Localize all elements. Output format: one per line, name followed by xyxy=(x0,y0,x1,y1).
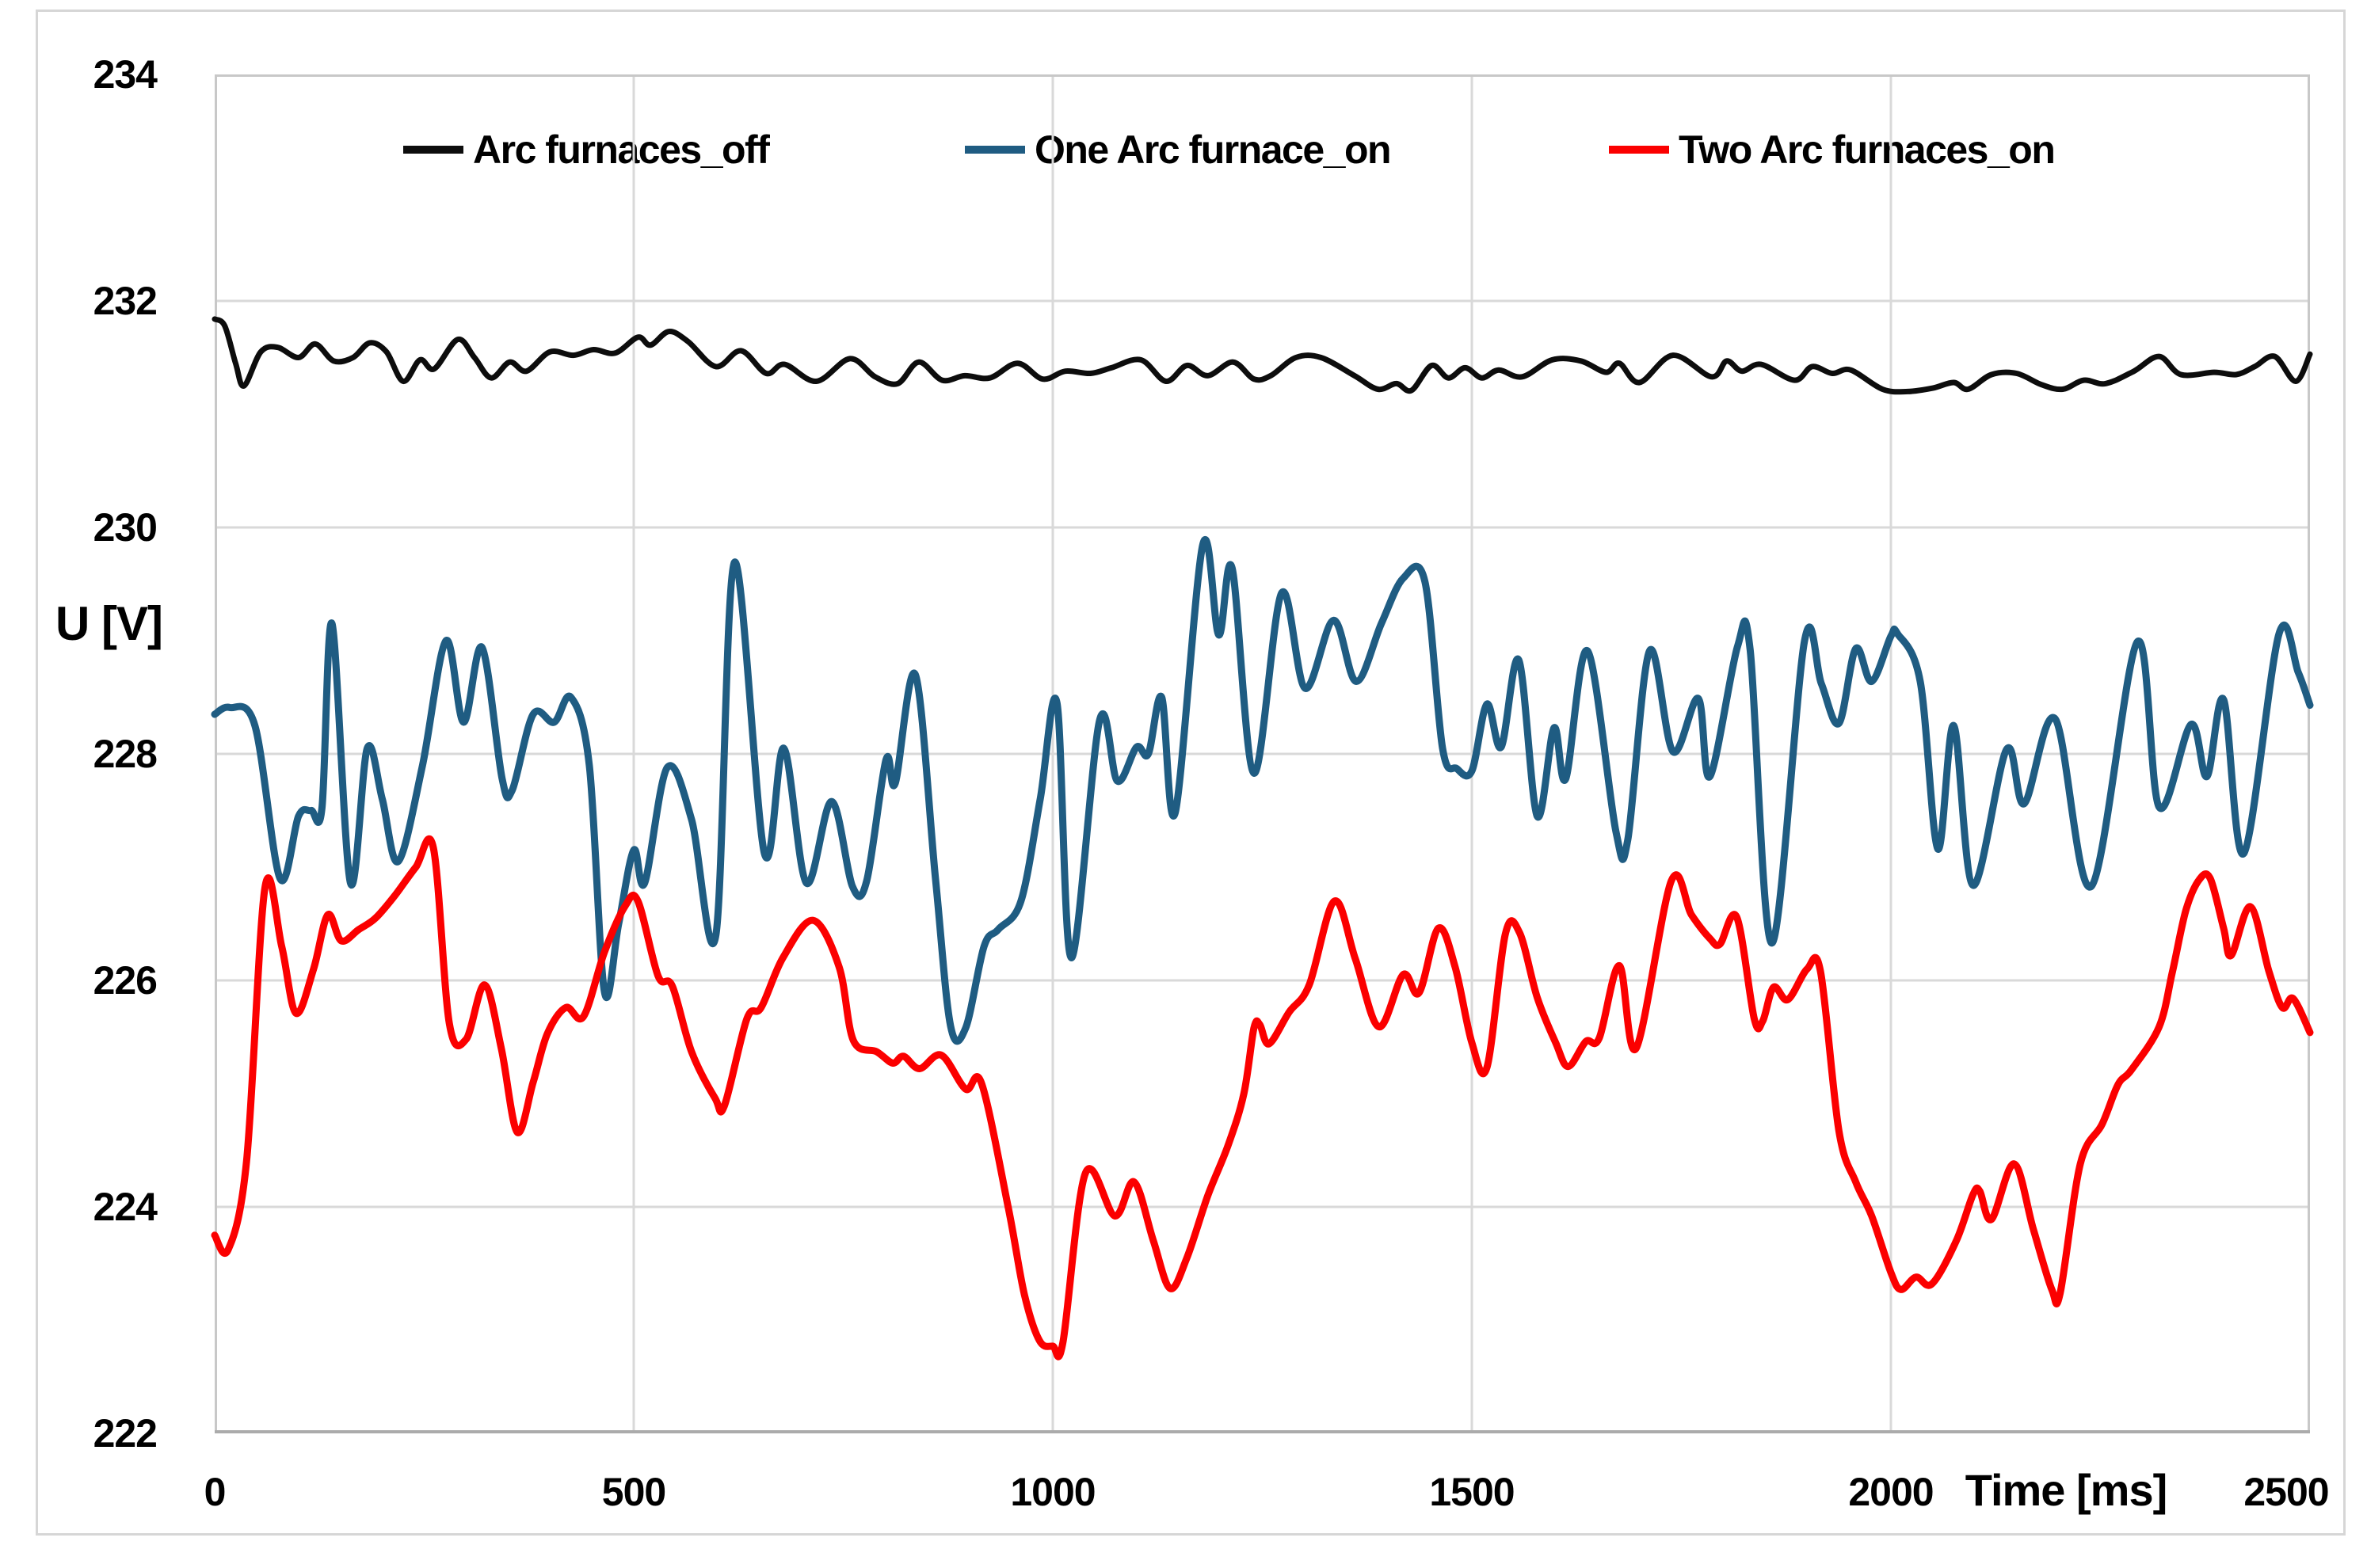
legend-item: Arc furnaces_off xyxy=(403,124,770,175)
y-tick-label: 232 xyxy=(93,279,158,323)
legend-line-sample xyxy=(1609,146,1669,154)
y-tick-label: 234 xyxy=(93,52,158,97)
legend-line-sample xyxy=(403,146,463,154)
plot-area xyxy=(211,74,2314,1433)
legend-item: One Arc furnace_on xyxy=(965,124,1392,175)
legend-label: Arc furnaces_off xyxy=(473,127,770,172)
chart-frame: U [V] Time [ms] 234 232 230 228 226 224 222 0 5… xyxy=(36,10,2346,1536)
series-line-arc-furnaces-off xyxy=(212,316,2313,395)
y-tick-label: 230 xyxy=(93,505,158,550)
y-tick-label: 222 xyxy=(93,1411,158,1456)
x-tick-label: 500 xyxy=(601,1470,666,1514)
x-tick-label: 2500 xyxy=(2243,1470,2329,1514)
x-tick-label: 1000 xyxy=(1010,1470,1096,1514)
legend-item: Two Arc furnaces_on xyxy=(1609,124,2056,175)
x-axis-title: Time [ms] xyxy=(1965,1465,2167,1515)
series-line-two-arc-furnaces-on xyxy=(211,835,2314,1361)
x-tick-label: 1500 xyxy=(1429,1470,1515,1514)
series-line-one-arc-furnace-on xyxy=(211,536,2314,1045)
x-tick-label: 2000 xyxy=(1848,1470,1934,1514)
y-tick-label: 226 xyxy=(93,958,158,1003)
legend-label: Two Arc furnaces_on xyxy=(1679,127,2056,172)
legend-line-sample xyxy=(965,146,1025,154)
legend-label: One Arc furnace_on xyxy=(1035,127,1392,172)
x-tick-label: 0 xyxy=(204,1470,227,1514)
y-axis-title: U [V] xyxy=(55,597,163,650)
y-tick-label: 228 xyxy=(93,732,158,776)
y-tick-label: 224 xyxy=(93,1185,158,1229)
